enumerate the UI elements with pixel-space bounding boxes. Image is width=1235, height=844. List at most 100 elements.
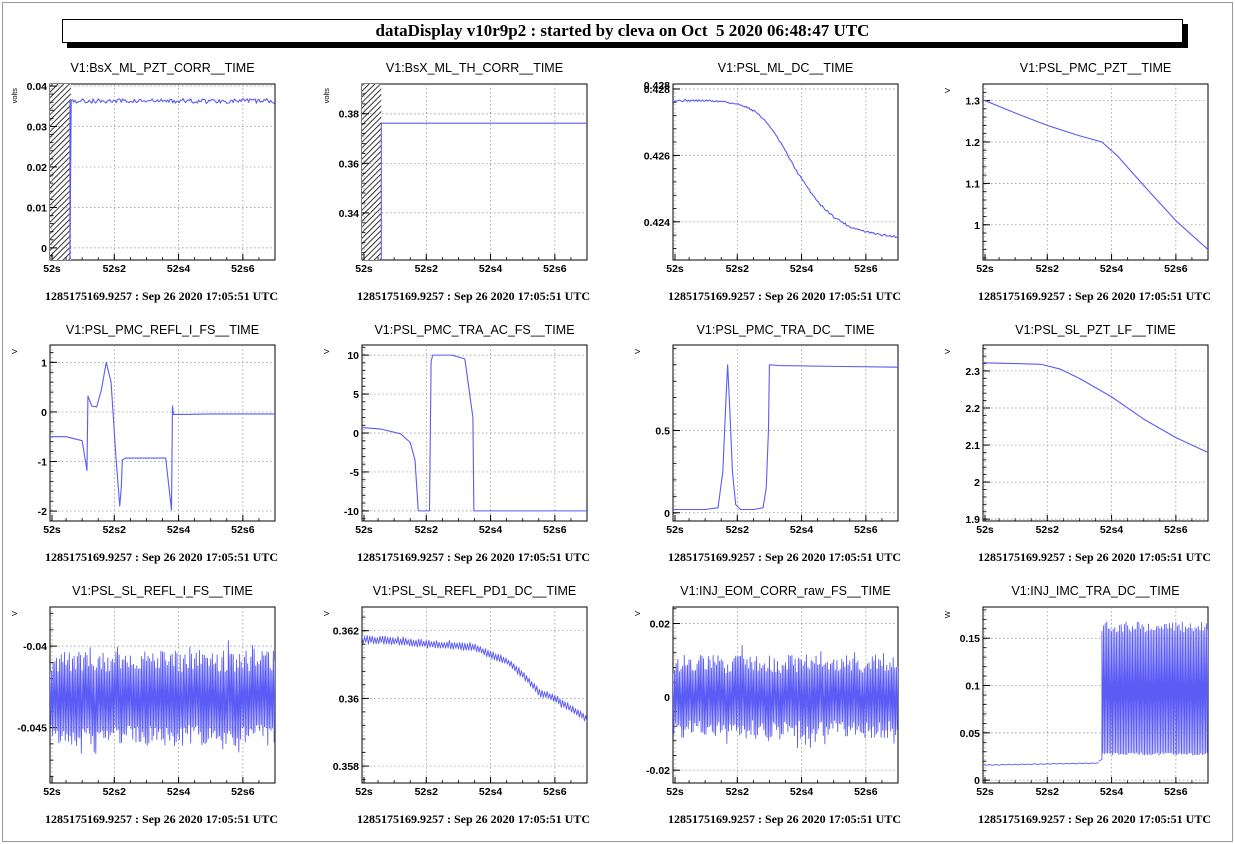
series-line	[983, 762, 1099, 766]
chart-title: V1:PSL_SL_REFL_I_FS__TIME	[72, 584, 253, 598]
x-tick-label: 52s6	[231, 524, 255, 536]
y-tick-label: 1	[974, 220, 980, 232]
chart-panel: V1:PSL_SL_REFL_PD1_DC__TIME 52s 52s2 52s4 52…	[322, 584, 590, 826]
hatched-region	[50, 84, 71, 260]
x-tick-label: 52s2	[726, 786, 750, 798]
y-tick-label: 10	[347, 350, 359, 362]
timestamp-footer: 1285175169.9257 : Sep 26 2020 17:05:51 U…	[357, 289, 590, 303]
y-axis-label: V	[943, 88, 952, 93]
hatched-region	[362, 84, 382, 260]
chart-panel: V1:PSL_PMC_TRA_AC_FS__TIME 52s 52s2 52s4 52s…	[322, 323, 590, 564]
plot-area	[982, 344, 1209, 522]
timestamp-footer: 1285175169.9257 : Sep 26 2020 17:05:51 U…	[45, 289, 278, 303]
x-tick-label: 52s2	[415, 263, 439, 275]
timestamp-footer: 1285175169.9257 : Sep 26 2020 17:05:51 U…	[668, 550, 901, 564]
chart-title: V1:PSL_ML_DC__TIME	[718, 61, 853, 75]
x-tick-label: 52s4	[790, 263, 814, 275]
x-tick-label: 52s4	[1100, 263, 1124, 275]
timestamp-footer: 1285175169.9257 : Sep 26 2020 17:05:51 U…	[978, 812, 1211, 826]
x-tick-label: 52s2	[103, 263, 127, 275]
x-tick-label: 52s	[976, 786, 994, 798]
y-tick-label: 0.05	[960, 728, 981, 740]
y-tick-label: 0.36	[339, 158, 360, 170]
y-tick-label-top: 0.428	[644, 80, 670, 92]
y-tick-label: 0.02	[27, 162, 48, 174]
x-tick-label: 52s2	[726, 524, 750, 536]
y-axis-label: volts	[10, 88, 19, 104]
y-tick-label: -2	[38, 506, 47, 518]
y-tick-label: 0	[41, 407, 47, 419]
x-tick-label: 52s6	[543, 524, 567, 536]
x-tick-label: 52s2	[1036, 524, 1060, 536]
x-tick-label: 52s6	[543, 786, 567, 798]
x-tick-label: 52s4	[167, 263, 191, 275]
y-tick-label: 2.3	[965, 366, 980, 378]
chart-panel: V1:BsX_ML_TH_CORR__TIME 52s 52s2 52s4 52s6 0.…	[322, 61, 590, 303]
timestamp-footer: 1285175169.9257 : Sep 26 2020 17:05:51 U…	[357, 812, 590, 826]
chart-panel: V1:BsX_ML_PZT_CORR__TIME 52s 52s2 52s4 52s6 0…	[10, 61, 278, 303]
plot-area	[361, 83, 588, 261]
x-tick-label: 52s4	[167, 524, 191, 536]
series-line	[983, 99, 1208, 251]
plot-area	[672, 83, 899, 261]
chart-title: V1:BsX_ML_TH_CORR__TIME	[386, 61, 563, 75]
series-line	[362, 354, 587, 512]
y-tick-label: 0.04	[27, 81, 48, 93]
y-tick-label: 0.38	[339, 109, 360, 121]
chart-title: V1:INJ_IMC_TRA_DC__TIME	[1011, 584, 1179, 598]
chart-title: V1:PSL_PMC_PZT__TIME	[1020, 61, 1171, 75]
y-tick-label: 0.03	[27, 121, 48, 133]
plot-area	[982, 83, 1209, 261]
x-tick-label: 52s4	[790, 786, 814, 798]
series-line	[983, 362, 1208, 453]
x-tick-label: 52s2	[415, 524, 439, 536]
y-axis-label: V	[633, 349, 642, 354]
x-tick-label: 52s6	[1164, 263, 1188, 275]
x-tick-label: 52s	[976, 263, 994, 275]
series-line	[673, 644, 898, 749]
x-tick-label: 52s6	[543, 263, 567, 275]
x-tick-label: 52s4	[1100, 786, 1124, 798]
x-tick-label: 52s2	[1036, 786, 1060, 798]
timestamp-footer: 1285175169.9257 : Sep 26 2020 17:05:51 U…	[668, 812, 901, 826]
chart-title: V1:PSL_SL_PZT_LF__TIME	[1015, 323, 1176, 337]
y-tick-label: -5	[350, 467, 359, 479]
chart-panel: V1:PSL_SL_REFL_I_FS__TIME 52s 52s2 52s4 52s6…	[10, 584, 278, 826]
plot-area	[672, 344, 899, 522]
chart-title: V1:PSL_SL_REFL_PD1_DC__TIME	[373, 584, 577, 598]
chart-panel: V1:INJ_EOM_CORR_raw_FS__TIME 52s 52s2 52s4 5…	[633, 584, 901, 826]
x-tick-label: 52s	[43, 524, 61, 536]
x-tick-label: 52s4	[167, 786, 191, 798]
chart-panel: V1:PSL_PMC_REFL_I_FS__TIME 52s 52s2 52s4 52s…	[10, 323, 278, 564]
x-tick-label: 52s6	[854, 786, 878, 798]
x-tick-label: 52s2	[415, 786, 439, 798]
series-line	[362, 634, 587, 723]
y-tick-label: 0.34	[339, 208, 360, 220]
y-axis-label: V	[10, 349, 19, 354]
y-tick-label: 1.3	[965, 96, 980, 108]
x-tick-label: 52s4	[479, 786, 503, 798]
timestamp-footer: 1285175169.9257 : Sep 26 2020 17:05:51 U…	[978, 550, 1211, 564]
x-tick-label: 52s4	[479, 263, 503, 275]
chart-panel: V1:PSL_PMC_PZT__TIME 52s 52s2 52s4 52s6 1 1.1 1…	[943, 61, 1211, 303]
x-tick-label: 52s	[43, 786, 61, 798]
timestamp-footer: 1285175169.9257 : Sep 26 2020 17:05:51 U…	[668, 289, 901, 303]
y-tick-label: 0.358	[333, 761, 359, 773]
x-tick-label: 52s6	[231, 263, 255, 275]
plot-area	[49, 83, 276, 261]
y-tick-label: 1	[41, 357, 47, 369]
y-tick-label: 5	[353, 389, 359, 401]
y-tick-label: -0.04	[23, 641, 47, 653]
x-tick-label: 52s4	[479, 524, 503, 536]
y-tick-label: 0	[41, 243, 47, 255]
y-tick-label: 2.2	[965, 403, 980, 415]
x-tick-label: 52s6	[231, 786, 255, 798]
chart-title: V1:PSL_PMC_REFL_I_FS__TIME	[66, 323, 259, 337]
y-tick-label: 1.2	[965, 137, 980, 149]
plot-area	[49, 344, 276, 522]
x-tick-label: 52s4	[1100, 524, 1124, 536]
x-tick-label: 52s	[355, 786, 373, 798]
y-tick-label: -0.045	[17, 723, 47, 735]
y-axis-label: V	[633, 611, 642, 616]
y-tick-label: 1.1	[965, 178, 980, 190]
